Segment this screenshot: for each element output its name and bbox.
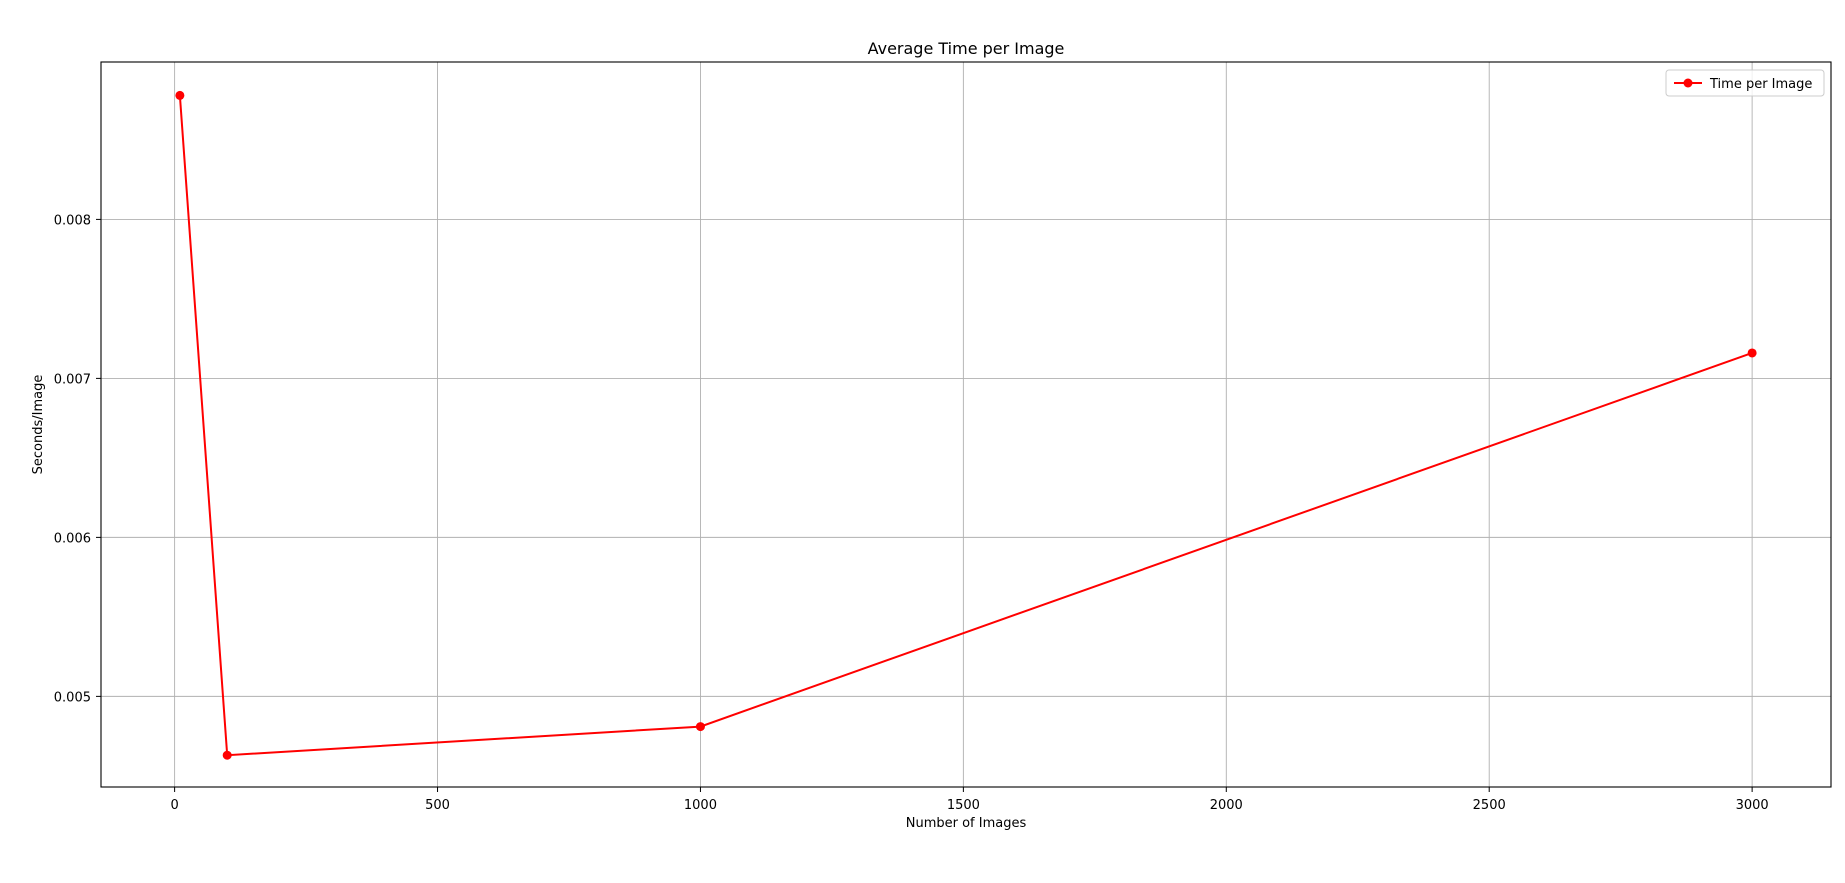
data-point bbox=[1747, 348, 1757, 358]
x-tick-label: 1000 bbox=[684, 798, 717, 813]
x-tick-label: 2000 bbox=[1210, 798, 1243, 813]
x-tick-label: 0 bbox=[170, 798, 178, 813]
axes-frame bbox=[100, 61, 1832, 788]
legend-marker-swatch bbox=[1683, 78, 1693, 88]
grid bbox=[101, 62, 1831, 787]
x-axis-ticks: 0 500 1000 1500 2000 2500 3000 bbox=[170, 787, 1769, 813]
x-tick-label: 2500 bbox=[1473, 798, 1506, 813]
x-tick-label: 1500 bbox=[947, 798, 980, 813]
chart-title: Average Time per Image bbox=[868, 39, 1065, 58]
data-point bbox=[695, 722, 705, 732]
x-axis-label: Number of Images bbox=[906, 816, 1027, 831]
y-tick-label: 0.006 bbox=[54, 531, 91, 546]
y-tick-label: 0.007 bbox=[54, 372, 91, 387]
data-point bbox=[222, 750, 232, 760]
legend-label: Time per Image bbox=[1709, 77, 1812, 92]
legend-box bbox=[1665, 69, 1825, 97]
legend: Time per Image bbox=[1665, 69, 1825, 97]
x-tick-label: 500 bbox=[425, 798, 450, 813]
y-axis-ticks: 0.005 0.006 0.007 0.008 bbox=[54, 213, 101, 705]
series-layer bbox=[175, 90, 1757, 760]
series-line bbox=[178, 95, 1753, 757]
data-point bbox=[175, 90, 185, 100]
y-axis-label: Seconds/Image bbox=[31, 375, 46, 475]
x-tick-label: 3000 bbox=[1736, 798, 1769, 813]
y-tick-label: 0.005 bbox=[54, 690, 91, 705]
y-tick-label: 0.008 bbox=[54, 213, 91, 228]
